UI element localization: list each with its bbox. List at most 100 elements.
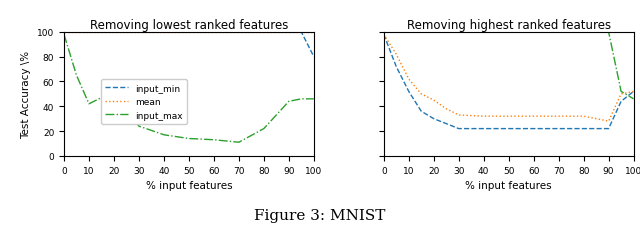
mean xyxy=(235,31,243,34)
mean xyxy=(285,31,292,34)
input_min xyxy=(310,56,317,59)
Y-axis label: Test Accuracy \%: Test Accuracy \% xyxy=(22,51,31,138)
X-axis label: % input features: % input features xyxy=(145,180,232,190)
input_min xyxy=(405,90,413,93)
input_min xyxy=(73,31,81,34)
input_max xyxy=(405,31,413,34)
input_max xyxy=(185,137,193,140)
input_min xyxy=(185,31,193,34)
input_max xyxy=(455,31,463,34)
input_min xyxy=(630,90,637,93)
input_max xyxy=(392,31,400,34)
mean xyxy=(210,31,218,34)
input_max xyxy=(110,96,118,99)
input_max xyxy=(555,31,563,34)
input_max xyxy=(260,128,268,131)
input_max xyxy=(442,31,450,34)
mean xyxy=(430,99,438,102)
input_min xyxy=(210,31,218,34)
Title: Removing lowest ranked features: Removing lowest ranked features xyxy=(90,19,288,32)
mean xyxy=(405,78,413,81)
mean xyxy=(298,31,305,34)
input_min xyxy=(430,118,438,121)
input_max xyxy=(617,90,625,93)
mean xyxy=(505,115,513,118)
mean xyxy=(60,31,68,34)
input_max xyxy=(580,31,588,34)
input_max xyxy=(85,103,93,106)
mean xyxy=(455,114,463,117)
input_max xyxy=(630,98,637,101)
input_max xyxy=(380,31,388,34)
input_max xyxy=(73,75,81,78)
input_min xyxy=(135,31,143,34)
mean xyxy=(530,115,538,118)
input_min xyxy=(580,128,588,131)
input_min xyxy=(85,31,93,34)
mean xyxy=(160,31,168,34)
Text: Figure 3: MNIST: Figure 3: MNIST xyxy=(254,208,386,222)
mean xyxy=(110,31,118,34)
mean xyxy=(85,31,93,34)
mean xyxy=(135,31,143,34)
Line: input_min: input_min xyxy=(64,33,314,57)
mean xyxy=(185,31,193,34)
input_max xyxy=(480,31,488,34)
mean xyxy=(480,115,488,118)
mean xyxy=(392,53,400,56)
input_max xyxy=(417,31,425,34)
input_max xyxy=(210,139,218,142)
mean xyxy=(123,31,131,34)
Line: input_min: input_min xyxy=(384,35,634,129)
input_min xyxy=(380,34,388,37)
Title: Removing highest ranked features: Removing highest ranked features xyxy=(406,19,611,32)
input_max xyxy=(285,100,292,103)
input_max xyxy=(298,98,305,101)
input_min xyxy=(555,128,563,131)
input_min xyxy=(455,128,463,131)
input_min xyxy=(60,31,68,34)
mean xyxy=(580,115,588,118)
Legend: input_min, mean, input_max: input_min, mean, input_max xyxy=(100,80,187,124)
mean xyxy=(555,115,563,118)
input_max xyxy=(310,98,317,101)
mean xyxy=(98,31,106,34)
Line: input_max: input_max xyxy=(64,35,314,143)
input_min xyxy=(617,100,625,103)
mean xyxy=(630,90,637,93)
input_min xyxy=(505,128,513,131)
input_min xyxy=(480,128,488,131)
mean xyxy=(380,34,388,37)
input_min xyxy=(605,128,612,131)
input_min xyxy=(110,31,118,34)
input_min xyxy=(123,31,131,34)
input_min xyxy=(285,31,292,34)
mean xyxy=(417,93,425,96)
input_min xyxy=(298,31,305,34)
Line: input_max: input_max xyxy=(384,33,634,100)
input_max xyxy=(160,134,168,137)
input_min xyxy=(392,66,400,69)
input_max xyxy=(530,31,538,34)
mean xyxy=(605,120,612,123)
mean xyxy=(617,93,625,96)
input_max xyxy=(123,110,131,113)
mean xyxy=(442,108,450,111)
input_min xyxy=(417,110,425,113)
input_min xyxy=(235,31,243,34)
mean xyxy=(260,31,268,34)
input_max xyxy=(235,141,243,144)
input_max xyxy=(135,125,143,128)
input_min xyxy=(98,31,106,34)
input_max xyxy=(505,31,513,34)
Line: mean: mean xyxy=(384,35,634,122)
input_max xyxy=(430,31,438,34)
input_max xyxy=(605,31,612,34)
input_min xyxy=(160,31,168,34)
input_max xyxy=(98,97,106,100)
input_max xyxy=(60,34,68,37)
input_min xyxy=(530,128,538,131)
input_min xyxy=(260,31,268,34)
mean xyxy=(73,31,81,34)
mean xyxy=(310,31,317,34)
